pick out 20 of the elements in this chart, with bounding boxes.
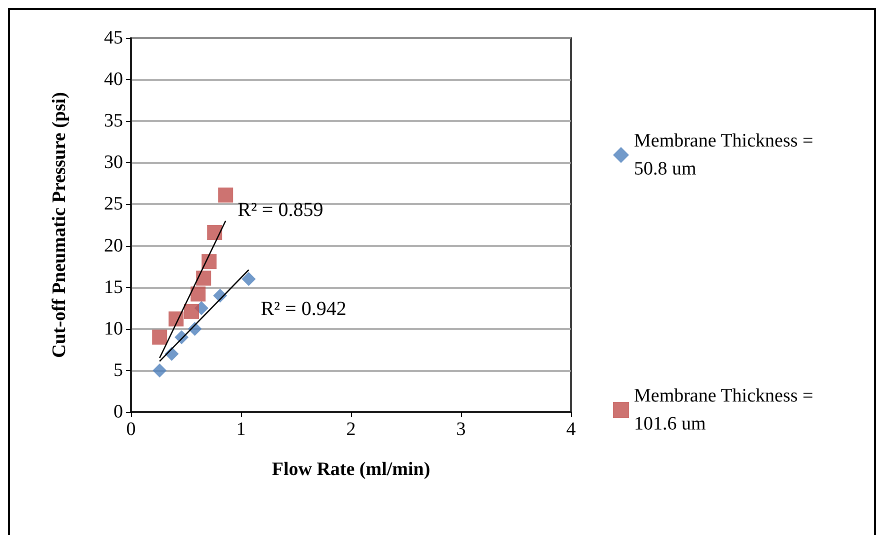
x-axis-title: Flow Rate (ml/min)	[272, 459, 430, 480]
annotation: R² = 0.859	[238, 198, 324, 221]
y-tick-label: 0	[114, 402, 123, 422]
x-tick-label: 1	[236, 419, 246, 440]
y-tick-label: 40	[104, 69, 123, 90]
legend-label: Membrane Thickness = 101.6 um	[634, 386, 818, 434]
x-tick-label: 2	[346, 419, 356, 440]
y-tick-label: 10	[104, 318, 123, 340]
y-tick-label: 25	[104, 194, 123, 215]
y-tick-label: 30	[104, 152, 123, 174]
y-tick-label: 35	[104, 110, 123, 132]
x-tick-label: 3	[456, 419, 466, 440]
y-tick-label: 15	[104, 276, 123, 298]
annotation: R² = 0.942	[260, 298, 346, 320]
y-tick-label: 5	[114, 360, 123, 381]
y-axis-title: Cut-off Pneumatic Pressure (psi)	[49, 92, 70, 358]
y-tick-label: 20	[104, 235, 123, 256]
x-tick-label: 4	[566, 419, 576, 440]
y-tick-label: 45	[104, 28, 123, 48]
legend-label: Membrane Thickness = 50.8 um	[634, 130, 818, 180]
